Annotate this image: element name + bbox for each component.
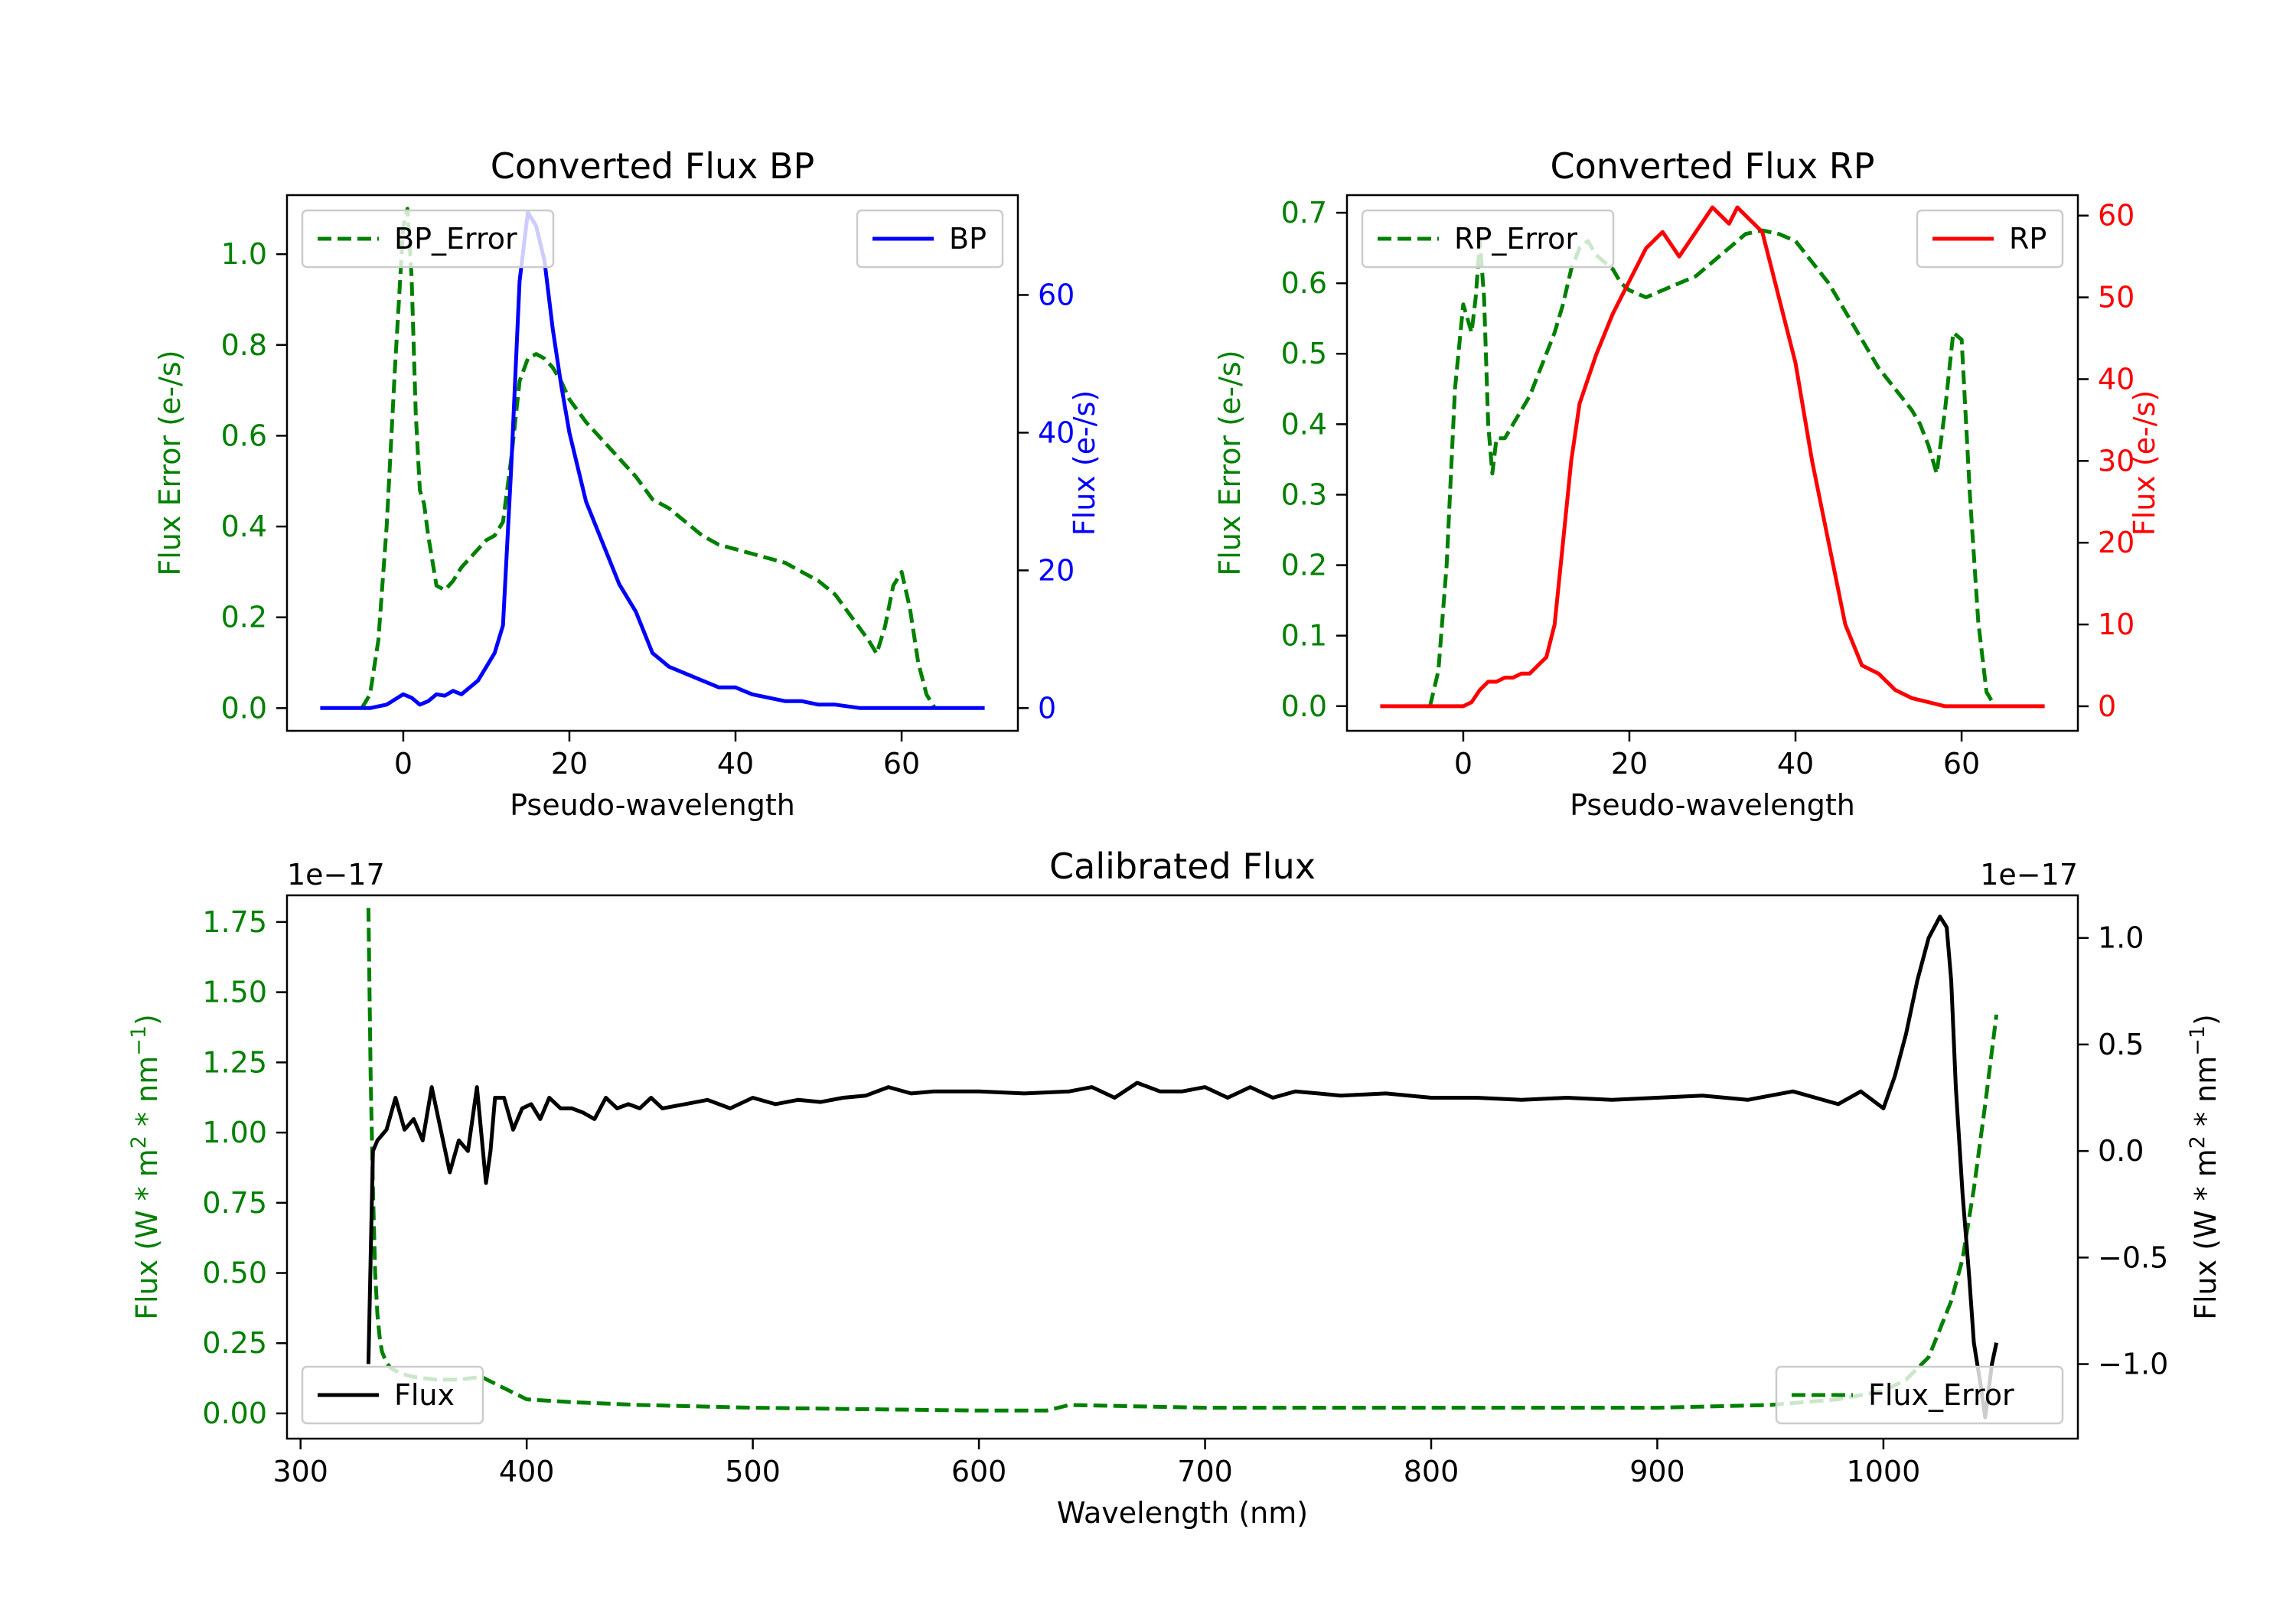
series-line-flux — [366, 914, 1999, 1420]
x-tick-label: 0 — [1454, 747, 1473, 781]
axes-frame — [285, 894, 2079, 1440]
x-axis-label: Wavelength (nm) — [1057, 1496, 1308, 1530]
x-tick-label: 60 — [883, 747, 920, 781]
x-tick-label: 300 — [272, 1455, 328, 1488]
y-left-axis-label: Flux (W * m2 * nm−1) — [127, 1014, 165, 1320]
y-left-tick-label: 0.4 — [221, 510, 267, 543]
y-right-tick-label: 0 — [1038, 691, 1056, 725]
x-tick-label: 20 — [1611, 747, 1648, 781]
y-left-offset-text: 1e−17 — [287, 858, 385, 892]
chart-title: Converted Flux BP — [491, 145, 815, 187]
legend-box — [1361, 209, 1615, 269]
legend-flux-error: Flux_Error — [1775, 1365, 2064, 1425]
y-right-tick-label: 40 — [2098, 362, 2135, 396]
y-left-tick-label: 0.5 — [1281, 337, 1327, 370]
y-left-tick-label: 1.25 — [202, 1045, 267, 1079]
y-right-axis-label: Flux (W * m2 * nm−1) — [2186, 1014, 2223, 1320]
series-line-rp-error — [1428, 228, 1997, 708]
y-right-axis-label: Flux (e-/s) — [1068, 390, 1101, 536]
y-left-tick-label: 0.3 — [1281, 478, 1327, 511]
y-left-tick-label: 0.0 — [1281, 689, 1327, 723]
y-left-tick-label: 1.50 — [202, 976, 267, 1009]
series-line-rp — [1380, 205, 2045, 709]
x-axis-label: Pseudo-wavelength — [510, 788, 795, 822]
y-left-tick-label: 0.8 — [221, 328, 267, 362]
series-line-flux-error — [366, 908, 1999, 1413]
x-tick-label: 0 — [394, 747, 413, 781]
y-right-tick-label: 30 — [2098, 444, 2135, 478]
legend-box — [301, 1365, 484, 1425]
x-tick-label: 400 — [499, 1455, 555, 1488]
chart-panel-3: 300 400 500 600 700 800 900 1000 0.00 0.25 0.50 0.7… — [127, 846, 2223, 1530]
y-left-axis-label: Flux Error (e-/s) — [153, 350, 187, 575]
chart-panel-1: 0 20 40 60 0.0 0.2 0.4 0.6 0.8 1.0 0 20 40 60 Converte… — [153, 145, 1101, 822]
y-right-tick-label: 10 — [2098, 608, 2135, 641]
y-left-tick-label: 0.4 — [1281, 407, 1327, 441]
y-right-tick-label: 50 — [2098, 281, 2135, 315]
y-left-tick-label: 0.1 — [1281, 619, 1327, 653]
y-right-tick-label: 20 — [1038, 553, 1075, 587]
chart-title: Converted Flux RP — [1551, 145, 1875, 187]
y-left-tick-label: 1.00 — [202, 1116, 267, 1149]
y-right-tick-label: 60 — [2098, 199, 2135, 233]
x-tick-label: 700 — [1177, 1455, 1233, 1488]
chart-title: Calibrated Flux — [1049, 846, 1316, 887]
x-tick-label: 500 — [725, 1455, 781, 1488]
y-left-tick-label: 0.50 — [202, 1257, 267, 1290]
legend-rp-error: RP_Error — [1361, 209, 1615, 269]
legend-label: Flux_Error — [1868, 1378, 2014, 1412]
x-tick-label: 40 — [1777, 747, 1814, 781]
y-right-tick-label: −0.5 — [2098, 1240, 2168, 1274]
x-tick-label: 20 — [551, 747, 588, 781]
legend-label: Flux — [394, 1378, 455, 1412]
series-line-bp-error — [360, 207, 937, 709]
y-left-tick-label: 0.2 — [221, 601, 267, 634]
y-left-tick-label: 0.75 — [202, 1186, 267, 1220]
y-left-tick-label: 0.0 — [221, 691, 267, 725]
y-right-tick-label: 20 — [2098, 526, 2135, 559]
legend-box — [301, 209, 555, 269]
legend-flux: Flux — [301, 1365, 484, 1425]
y-right-tick-label: −1.0 — [2098, 1348, 2168, 1381]
legend-bp: BP — [856, 209, 1004, 269]
y-left-tick-label: 0.00 — [202, 1397, 267, 1430]
chart-panel-2: 0 20 40 60 0.0 0.1 0.2 0.3 0.4 0.5 0.6 0.7 0 10 20 30 40… — [1213, 145, 2161, 822]
legend-rp: RP — [1916, 209, 2064, 269]
x-tick-label: 40 — [717, 747, 754, 781]
x-tick-label: 1000 — [1847, 1455, 1921, 1488]
x-tick-label: 60 — [1943, 747, 1980, 781]
x-tick-label: 600 — [951, 1455, 1007, 1488]
x-tick-label: 900 — [1629, 1455, 1685, 1488]
legend-box — [1775, 1365, 2064, 1425]
y-right-tick-label: 1.0 — [2098, 921, 2144, 955]
axes-frame — [1345, 194, 2079, 732]
x-tick-label: 800 — [1404, 1455, 1459, 1488]
y-left-tick-label: 1.75 — [202, 905, 267, 939]
y-right-tick-label: 0.0 — [2098, 1134, 2144, 1168]
axes-frame — [285, 194, 1019, 732]
y-left-tick-label: 0.2 — [1281, 549, 1327, 582]
legend-label: BP_Error — [394, 222, 517, 256]
legend-bp-error: BP_Error — [301, 209, 555, 269]
y-left-tick-label: 1.0 — [221, 237, 267, 271]
y-left-tick-label: 0.25 — [202, 1326, 267, 1360]
y-right-tick-label: 60 — [1038, 278, 1075, 311]
series-line-bp — [320, 210, 985, 710]
y-left-tick-label: 0.7 — [1281, 196, 1327, 230]
y-right-tick-label: 0 — [2098, 689, 2116, 723]
legend-label: RP — [2009, 222, 2047, 256]
y-right-tick-label: 0.5 — [2098, 1028, 2144, 1061]
y-left-tick-label: 0.6 — [221, 419, 267, 452]
y-right-tick-label: 40 — [1038, 416, 1075, 449]
y-left-tick-label: 0.6 — [1281, 266, 1327, 300]
y-right-offset-text: 1e−17 — [1980, 858, 2078, 892]
y-right-axis-label: Flux (e-/s) — [2128, 390, 2161, 536]
y-left-axis-label: Flux Error (e-/s) — [1213, 350, 1247, 575]
legend-label: BP — [949, 222, 987, 256]
x-axis-label: Pseudo-wavelength — [1570, 788, 1855, 822]
legend-label: RP_Error — [1454, 222, 1577, 256]
